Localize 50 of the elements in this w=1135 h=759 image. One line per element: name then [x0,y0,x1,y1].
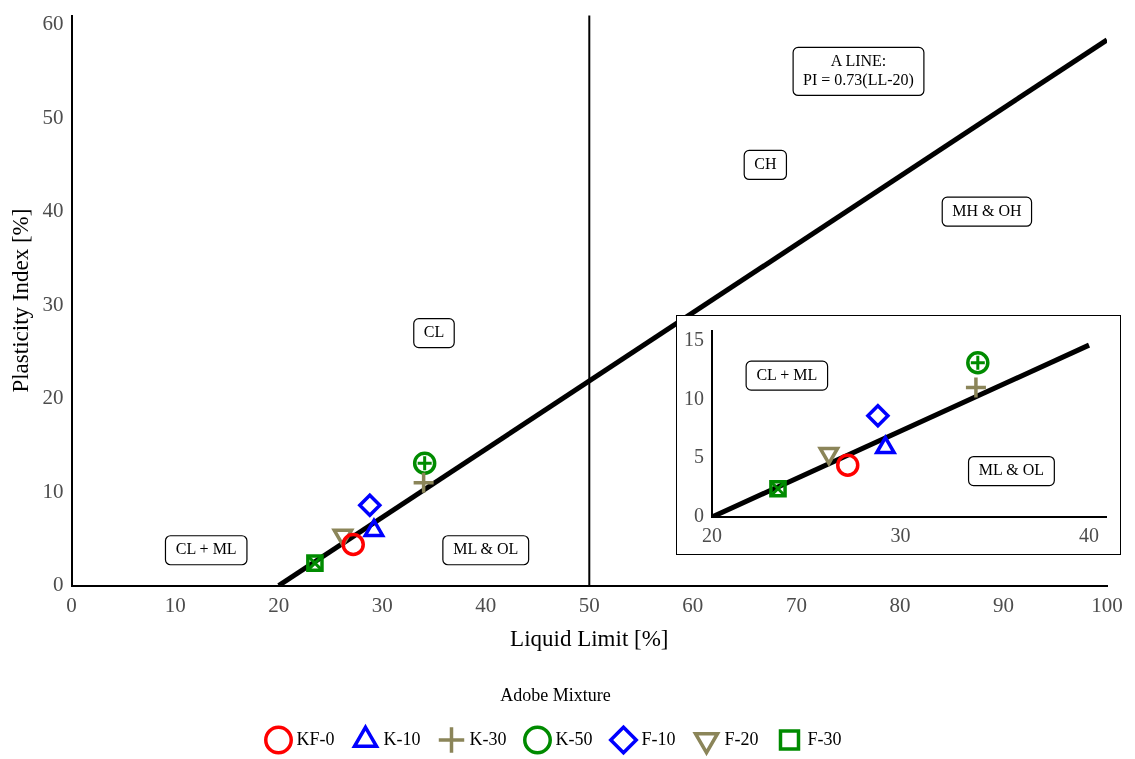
x-tick-label: 50 [578,592,600,617]
point [769,479,787,498]
y-tick-label: 30 [42,291,64,316]
x-tick-label: 30 [371,592,393,617]
y-tick-label: 0 [694,504,704,527]
x-tick-label: 10 [164,592,186,617]
y-tick-label: 10 [42,478,64,503]
y-tick-label: 5 [694,445,704,468]
annotation: MH & OH [952,201,1022,219]
x-tick-label: 70 [785,592,807,617]
point [966,351,990,375]
legend-label: F-10 [641,728,676,749]
y-tick-label: 15 [684,327,704,350]
y-tick-label: 10 [684,386,704,409]
annotation: ML & OL [453,540,519,558]
x-axis-title: Liquid Limit [%] [510,625,669,651]
legend-label: K-50 [555,728,593,749]
point [412,451,437,475]
annotation: CL + ML [175,540,237,558]
legend-label: K-10 [383,728,421,749]
point [866,404,890,428]
y-tick-label: 20 [42,385,64,410]
point [835,453,860,477]
annotation: A LINE: PI = 0.73(LL-20) [803,52,914,90]
legend-label: F-20 [724,728,759,749]
legend-label: KF-0 [296,728,335,749]
annotation: CL + ML [756,365,818,383]
x-tick-label: 100 [1091,592,1123,617]
x-tick-label: 40 [475,592,497,617]
legend-title: Adobe Mixture [500,685,611,706]
y-tick-label: 0 [53,572,64,597]
point [964,375,988,400]
annotation: CH [754,155,777,173]
annotation: CL [423,323,445,341]
x-tick-label: 80 [889,592,911,617]
x-tick-label: 90 [992,592,1014,617]
x-tick-label: 20 [268,592,290,617]
y-tick-label: 40 [42,198,64,223]
point [341,532,365,557]
y-tick-label: 60 [42,11,64,36]
legend-label: K-30 [469,728,507,749]
point [306,554,324,572]
annotation: ML & OL [978,461,1045,479]
point [358,493,382,517]
y-axis-title: Plasticity Index [%] [7,208,33,393]
legend-label: F-30 [807,728,842,749]
x-tick-label: 40 [1079,524,1100,547]
point [411,471,436,495]
y-tick-label: 50 [42,104,64,129]
x-tick-label: 30 [890,524,911,547]
